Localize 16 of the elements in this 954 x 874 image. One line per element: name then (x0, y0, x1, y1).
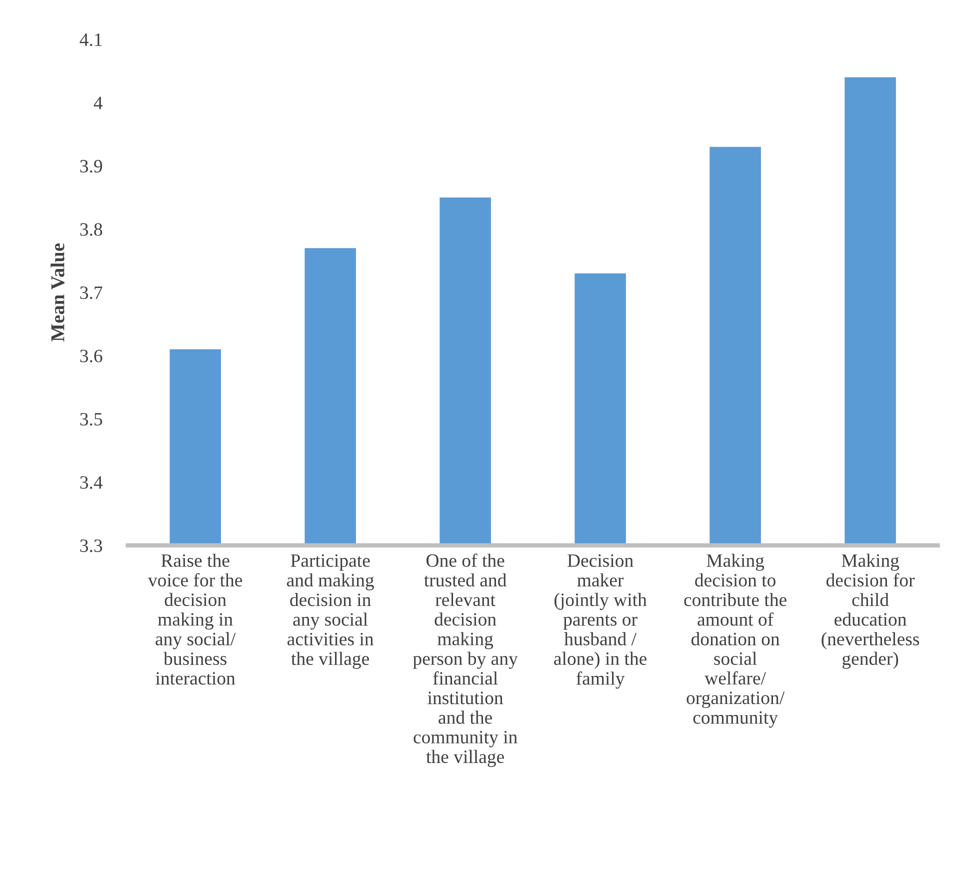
category-label: Making decision to contribute the amount of donation on social welfare/ organization/ community (684, 554, 786, 728)
y-axis-title: Mean Value (50, 243, 64, 342)
y-tick-label: 3.7 (80, 286, 102, 300)
x-tick-label: Participate and making decision in any social activities in the village (286, 554, 374, 669)
y-tick-label: 4.1 (80, 33, 102, 46)
x-tick-label: Decision maker (jointly with parents or husband / alone) in the family (554, 554, 647, 689)
y-tick-label: 4 (94, 96, 103, 110)
y-tick-label: 3.4 (80, 476, 103, 489)
x-tick-label: Making decision for child education (nevertheless gender) (822, 554, 920, 669)
category-label: One of the trusted and relevant decision making person by any financial institution and the community in the village (413, 554, 518, 767)
y-tick-label: 3.5 (80, 412, 102, 426)
y-tick-label: 3.6 (80, 350, 102, 362)
y-tick-label: 3.3 (80, 539, 102, 552)
y-tick-label: 3.8 (80, 223, 102, 236)
x-tick-label: Raise the voice for the decision making in any social/ business interaction (148, 554, 242, 685)
y-tick-label: 3.9 (80, 160, 102, 173)
